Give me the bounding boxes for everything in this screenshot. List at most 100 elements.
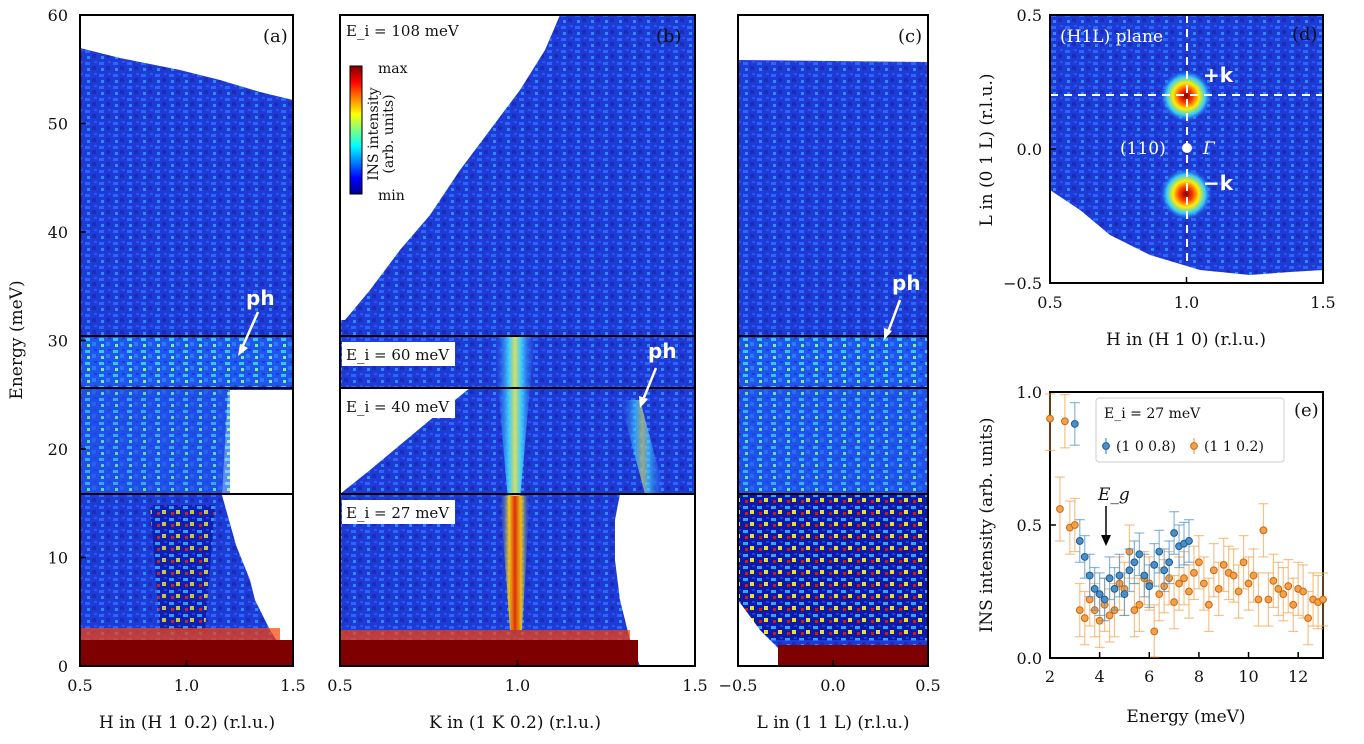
data-point [1130,558,1139,567]
minus-k-label: −k [1203,171,1234,195]
data-point [1120,590,1129,599]
data-point [1150,561,1159,569]
panel-b-x-tick-label: 0.5 [327,676,352,695]
data-point [1075,537,1084,545]
data-point [1056,505,1064,513]
panel-d-y-tick-label: 0.0 [1017,140,1042,159]
panel-c-x-tick-label: 0.5 [915,676,940,695]
panel-c-ph-arrow [886,299,902,333]
legend-series-label: (1 1 0.2) [1204,439,1264,455]
data-point [1170,529,1178,537]
data-point [1180,574,1188,583]
energy-tick-label: 0 [58,657,68,676]
energy-axis-label: Energy (meV) [7,280,27,399]
panel-a-x-tick-label: 0.5 [67,676,92,695]
data-point [1249,571,1258,580]
data-point [1105,574,1114,583]
panel-c-x-tick-label: −0.5 [719,676,758,695]
data-point [1264,595,1273,604]
data-point [1199,579,1208,588]
panel-d-x-tick-label: 1.5 [1310,293,1335,312]
ei-label-108: E_i = 108 meV [346,22,460,40]
panel-d-x-tick-label: 0.5 [1037,293,1062,312]
data-point [1219,561,1228,569]
data-point [1234,587,1243,596]
data-point [1204,600,1213,609]
panel-a-x-tick-label: 1.5 [280,676,305,695]
data-point [1110,584,1119,593]
panel-e: 2 4 6 8 10 12 0.0 0.5 1.0 (e) Energy (meV) INS … [977,383,1328,727]
energy-tick-label: 10 [48,549,68,568]
panel-e-x-tick-label: 8 [1194,667,1204,686]
colorbar-label-2: (arb. units) [381,94,397,173]
data-point [1289,600,1298,609]
energy-tick-label: 50 [48,115,68,134]
panel-b-ph-arrow [641,367,658,401]
panel-d-xlabel: H in (H 1 0) (r.l.u.) [1106,330,1266,350]
data-point [1070,521,1079,529]
panel-a-xlabel: H in (H 1 0.2) (r.l.u.) [99,713,275,733]
data-point [1304,614,1313,622]
panel-d-y-tick-label: −0.5 [1003,274,1042,293]
data-point [1195,558,1203,567]
colorbar: max min INS intensity (arb. units) [349,61,408,204]
panel-e-y-tick-label: 0.5 [1017,516,1042,535]
legend-series-label: (1 0 0.8) [1116,439,1176,455]
eg-label: E_g [1097,485,1130,505]
series-orange [1045,393,1328,658]
panel-a-x-axis: 0.5 1.0 1.5 H in (H 1 0.2) (r.l.u.) [67,660,306,733]
panel-b-x-tick-label: 1.5 [682,676,707,695]
panel-e-ylabel: INS intensity (arb. units) [977,418,997,633]
plus-k-label: +k [1203,63,1234,87]
panel-b-xlabel: K in (1 K 0.2) (r.l.u.) [429,713,601,733]
legend-marker [1190,442,1198,450]
data-point [1060,417,1069,426]
ei-label-60-text: E_i = 60 meV [346,346,450,364]
data-point [1085,571,1094,580]
data-point [1254,595,1263,604]
ei-label-40: E_i = 40 meV [342,394,455,418]
data-point [1155,590,1164,599]
data-point [1229,571,1238,580]
data-point [1190,568,1198,577]
panel-c: (c) ph [737,14,929,667]
data-point [1279,590,1288,599]
data-point [1244,579,1253,588]
panel-b-label: (b) [656,26,682,47]
ei-label-108-text: E_i = 108 meV [346,22,460,40]
data-point [1165,558,1174,567]
panel-e-x-tick-label: 10 [1238,667,1258,686]
panel-e-x-tick-label: 12 [1288,667,1308,686]
panel-e-x-tick-label: 4 [1095,667,1105,686]
panel-e-y-tick-label: 0.0 [1017,649,1042,668]
data-point [1150,627,1159,636]
data-point [1319,595,1327,604]
data-point [1170,598,1178,607]
legend-title: E_i = 27 meV [1104,406,1201,422]
energy-axis: Energy (meV) 0 10 20 30 40 50 60 [7,6,86,676]
data-point [1125,566,1134,575]
panel-c-ph-label: ph [892,271,921,295]
data-point [1080,614,1089,622]
panel-d-y-tick-label: 0.5 [1017,6,1042,25]
energy-tick-label: 20 [48,440,68,459]
data-point [1185,537,1193,545]
panel-e-y-tick-label: 1.0 [1017,383,1042,402]
data-point [1175,579,1183,588]
panel-a-ph-arrow [240,311,260,349]
panel-b: (b) E_i = 108 meV E_i = 60 meV E_i = 40 … [339,14,696,667]
point-110-label: (110) [1120,139,1166,159]
data-point [1075,606,1084,615]
panel-c-x-tick-label: 0.0 [820,676,845,695]
panel-d-energy: E = 0 [1060,253,1108,273]
data-point [1095,590,1104,599]
panel-b-x-axis: 0.5 1.0 1.5 K in (1 K 0.2) (r.l.u.) [327,660,708,733]
data-point [1185,587,1193,596]
legend-marker [1102,442,1110,450]
data-point [1284,582,1293,591]
data-point [1070,420,1079,428]
data-point [1046,414,1054,423]
colorbar-label-1: INS intensity [366,87,382,181]
panel-e-x-tick-label: 2 [1045,667,1055,686]
